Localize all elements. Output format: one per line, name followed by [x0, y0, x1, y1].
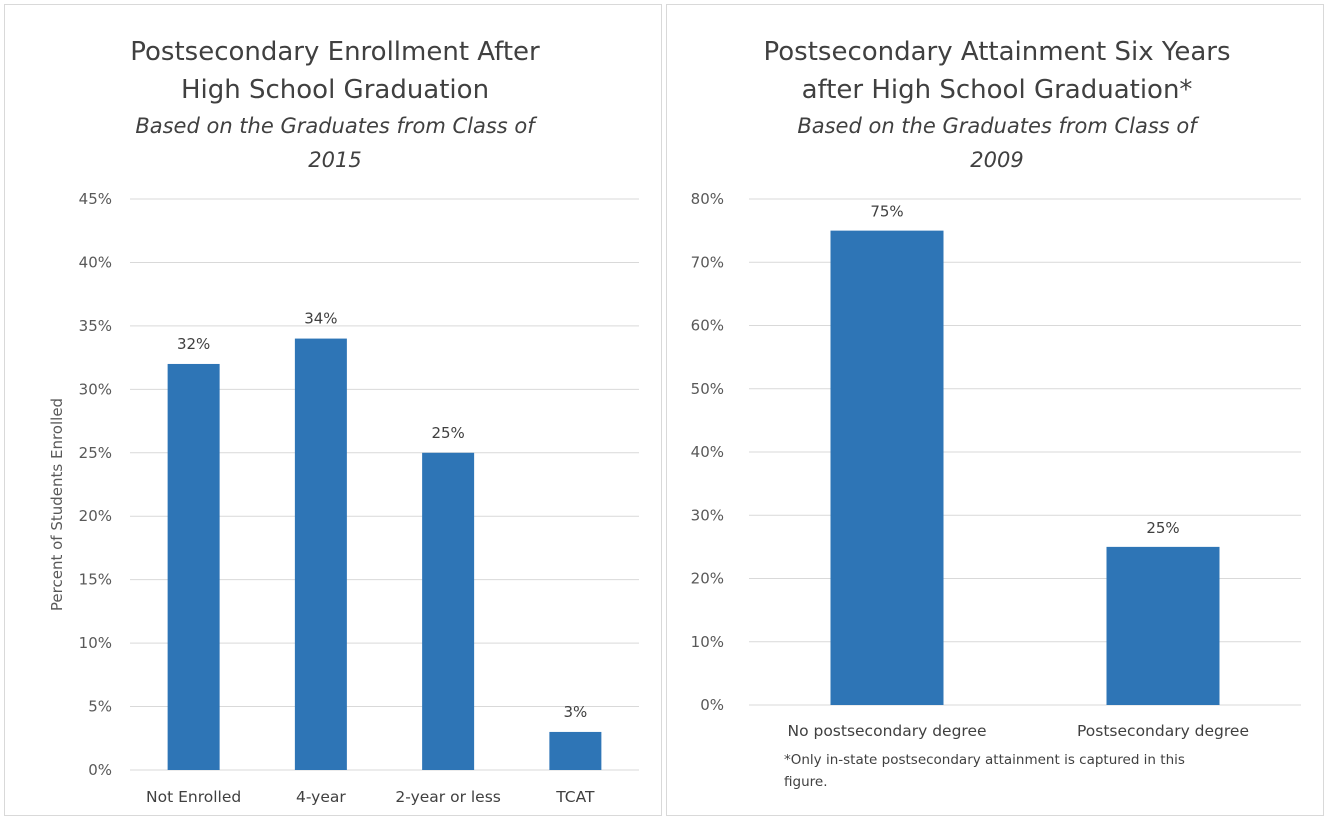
footnote-line-1: *Only in-state postsecondary attainment … — [784, 752, 1185, 768]
attainment-bar-chart: Postsecondary Attainment Six Years after … — [691, 37, 1301, 740]
y-tick-label: 40% — [691, 443, 724, 461]
bar — [167, 363, 220, 770]
x-category-label: TCAT — [555, 788, 595, 806]
y-tick-label: 30% — [691, 506, 724, 524]
chart-title-line-1: Postsecondary Enrollment After — [130, 37, 540, 67]
y-tick-label: 80% — [691, 190, 724, 208]
enrollment-bar-chart: Postsecondary Enrollment After High Schoo… — [48, 37, 639, 806]
y-tick-label: 25% — [79, 444, 112, 462]
y-tick-label: 35% — [79, 317, 112, 335]
y-tick-label: 40% — [79, 253, 112, 271]
y-tick-label: 10% — [79, 634, 112, 652]
chart-subtitle-line-1: Based on the Graduates from Class of — [135, 114, 538, 138]
data-label: 25% — [431, 424, 464, 442]
y-tick-label: 45% — [79, 190, 112, 208]
chart-title-line-2: after High School Graduation* — [802, 75, 1193, 105]
bar — [1106, 546, 1220, 705]
data-label: 3% — [563, 703, 587, 721]
chart-subtitle-line-1: Based on the Graduates from Class of — [797, 114, 1200, 138]
chart-subtitle-line-2: 2009 — [970, 148, 1023, 172]
data-label: 25% — [1146, 519, 1179, 537]
y-tick-label: 0% — [88, 761, 112, 779]
y-tick-label: 15% — [79, 571, 112, 589]
chart-panel-enrollment: Postsecondary Enrollment After High Schoo… — [4, 4, 662, 816]
chart-title-line-2: High School Graduation — [181, 75, 489, 105]
bar — [549, 731, 602, 770]
chart-title-line-1: Postsecondary Attainment Six Years — [764, 37, 1231, 67]
x-category-label: 2-year or less — [395, 788, 500, 806]
x-category-label: Not Enrolled — [146, 788, 241, 806]
y-tick-label: 20% — [79, 507, 112, 525]
y-tick-label: 30% — [79, 380, 112, 398]
footnote-line-2: figure. — [784, 774, 828, 790]
y-tick-label: 5% — [88, 698, 112, 716]
y-axis-title: Percent of Students Enrolled — [48, 398, 66, 611]
chart-subtitle-line-2: 2015 — [308, 148, 361, 172]
data-label: 32% — [177, 335, 210, 353]
x-category-label: No postsecondary degree — [787, 722, 986, 740]
x-category-label: 4-year — [296, 788, 346, 806]
y-tick-label: 70% — [691, 253, 724, 271]
chart-panel-attainment: Postsecondary Attainment Six Years after … — [666, 4, 1324, 816]
y-tick-label: 50% — [691, 380, 724, 398]
y-tick-label: 60% — [691, 317, 724, 335]
y-tick-label: 20% — [691, 570, 724, 588]
bar — [422, 452, 475, 770]
data-label: 34% — [304, 310, 337, 328]
y-tick-label: 10% — [691, 633, 724, 651]
x-category-label: Postsecondary degree — [1077, 722, 1249, 740]
bar — [830, 230, 944, 705]
y-tick-label: 0% — [700, 696, 724, 714]
data-label: 75% — [870, 203, 903, 221]
bar — [294, 338, 347, 770]
footnote: *Only in-state postsecondary attainment … — [784, 749, 1185, 793]
